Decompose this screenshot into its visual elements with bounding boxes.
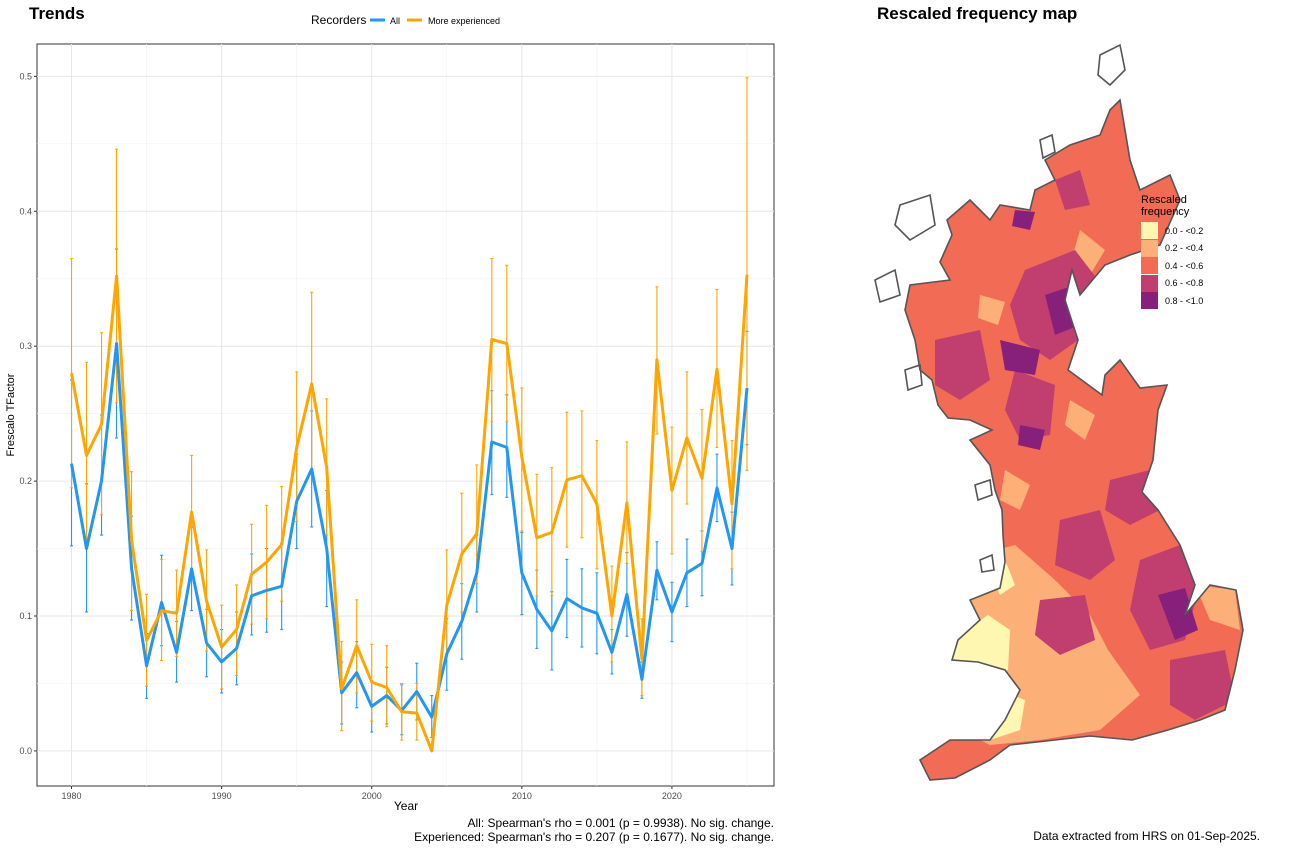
map-title: Rescaled frequency map [877, 4, 1078, 23]
x-tick-label: 2000 [362, 791, 382, 801]
y-tick-label: 0.5 [19, 71, 32, 81]
chart-legend: Recorders All More experienced [311, 13, 500, 27]
series-layer [70, 77, 749, 753]
y-axis-label: Frescalo TFactor [5, 373, 17, 456]
x-tick-label: 2010 [512, 791, 532, 801]
map-legend-item: 0.0 - <0.2 [1141, 222, 1203, 240]
map-legend: Rescaled frequency 0.0 - <0.2 0.2 - <0.4 0… [1141, 194, 1203, 310]
trends-title: Trends [29, 4, 85, 23]
axes-layer: 0.0 0.1 0.2 0.3 0.4 0.5 1980 1990 2000 2010 2020 [19, 71, 681, 801]
map-legend-swatch [1141, 239, 1158, 257]
map-legend-label: 0.8 - <1.0 [1165, 295, 1204, 306]
map-legend-swatch [1141, 274, 1158, 292]
stat-experienced-text: Experienced: Spearman's rho = 0.207 (p =… [414, 830, 774, 844]
map-legend-item: 0.6 - <0.8 [1141, 274, 1204, 293]
map-fill [905, 100, 1243, 780]
map-legend-swatch [1141, 257, 1158, 275]
map-coastline [874, 43, 1244, 781]
map-legend-label: 0.6 - <0.8 [1165, 278, 1204, 289]
map-legend-title: Rescaled [1141, 194, 1187, 206]
y-tick-label: 0.2 [19, 476, 32, 486]
y-tick-label: 0.3 [19, 341, 32, 351]
map-legend-label: 0.4 - <0.6 [1165, 260, 1204, 271]
x-tick-label: 2020 [662, 791, 682, 801]
legend-label-all: All [390, 16, 400, 26]
y-tick-label: 0.4 [19, 206, 32, 216]
stat-all-text: All: Spearman's rho = 0.001 (p = 0.9938)… [467, 816, 774, 830]
extract-note: Data extracted from HRS on 01-Sep-2025. [1033, 829, 1260, 843]
map-legend-label: 0.0 - <0.2 [1165, 225, 1204, 236]
trends-chart: Recorders All More experienced 0.0 0.1 0.2… [5, 13, 775, 813]
y-tick-label: 0.1 [19, 611, 32, 621]
map-legend-title-2: frequency [1141, 206, 1190, 218]
map-legend-label: 0.2 - <0.4 [1165, 243, 1204, 254]
frequency-map [874, 43, 1244, 781]
x-axis-label: Year [394, 799, 418, 813]
series-line-all [70, 342, 749, 719]
legend-title: Recorders [311, 13, 366, 27]
map-legend-item: 0.4 - <0.6 [1141, 257, 1203, 275]
map-legend-item: 0.2 - <0.4 [1141, 239, 1204, 258]
y-tick-label: 0.0 [19, 746, 32, 756]
x-tick-label: 1980 [62, 791, 82, 801]
legend-label-experienced: More experienced [428, 16, 500, 26]
map-legend-swatch [1141, 292, 1158, 310]
map-legend-item: 0.8 - <1.0 [1141, 292, 1203, 310]
plot-panel [36, 43, 775, 787]
x-tick-label: 1990 [212, 791, 232, 801]
series-line-experienced [70, 274, 749, 753]
map-legend-swatch [1141, 222, 1158, 240]
